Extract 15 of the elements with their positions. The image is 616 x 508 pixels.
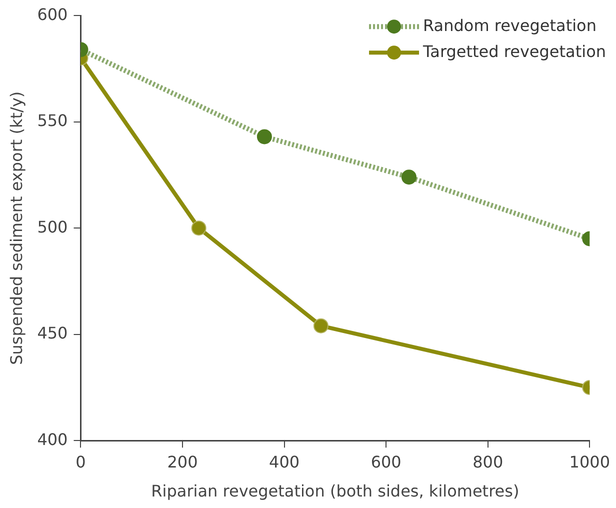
x-tick-label: 200 (167, 452, 198, 472)
legend-label: Targetted revegetation (422, 42, 606, 61)
y-tick-label: 600 (37, 4, 68, 24)
y-axis-title: Suspended sediment export (kt/y) (6, 91, 26, 365)
y-tick-label: 550 (37, 111, 68, 130)
x-axis-title: Riparian revegetation (both sides, kilometres) (151, 482, 520, 501)
x-tick-label: 800 (472, 452, 504, 472)
x-tick-label: 0 (76, 452, 86, 472)
legend-label: Random revegetation (423, 16, 596, 35)
y-tick-label: 500 (37, 217, 68, 236)
x-tick-label: 1000 (569, 452, 610, 472)
x-tick-label: 400 (269, 452, 300, 472)
x-tick-label: 600 (370, 452, 402, 472)
y-tick-label: 450 (37, 324, 68, 343)
y-tick-label: 400 (37, 430, 68, 449)
